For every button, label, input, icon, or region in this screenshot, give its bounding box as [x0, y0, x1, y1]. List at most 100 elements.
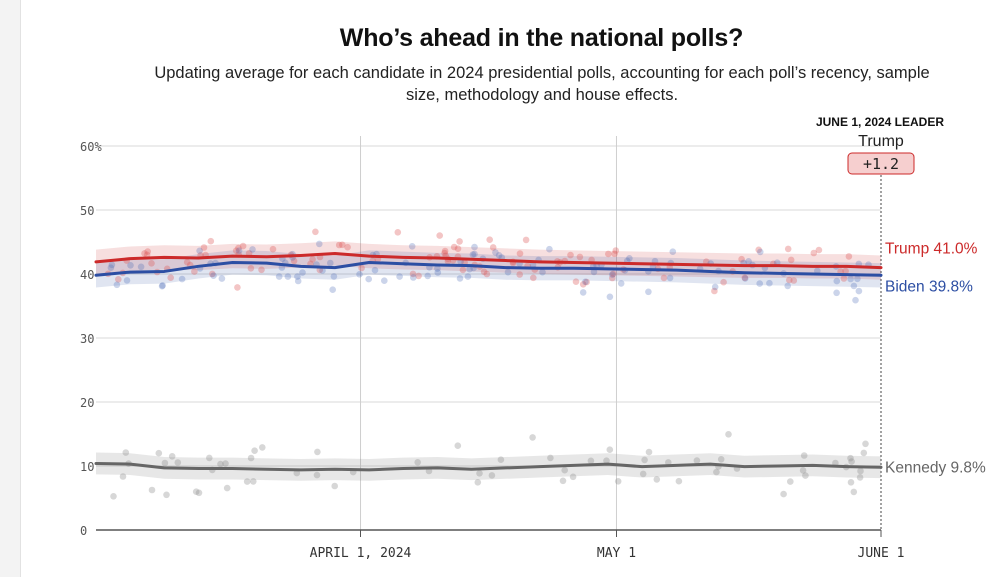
poll-dot [371, 266, 379, 274]
poll-dot [122, 449, 130, 456]
poll-dot [756, 280, 763, 287]
poll-dot [547, 454, 554, 462]
poll-dot [239, 242, 247, 250]
poll-dot [275, 273, 283, 280]
poll-dot [178, 275, 186, 283]
poll-dot [815, 246, 823, 254]
poll-dot [141, 250, 148, 257]
poll-dot [802, 472, 809, 479]
poll-dot [471, 243, 478, 251]
poll-dot [666, 274, 674, 282]
poll-dot [464, 273, 472, 280]
poll-dot [848, 458, 855, 465]
poll-dot [605, 250, 612, 258]
poll-dot [319, 267, 326, 274]
poll-dot [471, 250, 478, 258]
average-line-kennedy [94, 461, 883, 472]
series-label-trump: Trump 41.0% [885, 241, 978, 258]
poll-dot [294, 273, 301, 280]
poll-dot [717, 456, 725, 463]
poll-dot [476, 470, 483, 477]
poll-dot [842, 267, 849, 275]
poll-dot [713, 468, 720, 476]
poll-dot [356, 271, 363, 278]
poll-dot [850, 488, 858, 496]
x-tick-label: APRIL 1, 2024 [310, 546, 412, 561]
poll-dot [456, 238, 463, 245]
poll-dot [235, 244, 242, 252]
poll-dot [546, 245, 553, 253]
poll-dot [606, 293, 614, 301]
y-tick-label: 20 [80, 396, 94, 410]
y-tick-label: 30 [80, 332, 94, 346]
poll-dot [294, 277, 302, 285]
poll-dot [312, 228, 319, 236]
poll-dot [415, 272, 422, 280]
poll-dot [163, 491, 170, 499]
poll-dot [290, 257, 298, 265]
leader-box: JUNE 1, 2024 LEADER Trump +1.2 [816, 115, 944, 175]
poll-dot [675, 477, 683, 485]
poll-dot [847, 275, 854, 283]
confidence-band-kennedy [96, 452, 881, 481]
poll-dot [653, 476, 661, 483]
poll-dot [436, 232, 444, 239]
poll-dot [814, 267, 821, 275]
poll-dot [247, 265, 255, 272]
leader-box-heading: JUNE 1, 2024 LEADER [816, 115, 944, 129]
poll-dot [223, 484, 231, 492]
poll-dot [174, 459, 182, 466]
poll-dot [159, 282, 166, 289]
poll-dot [115, 276, 122, 283]
poll-dot [459, 266, 467, 274]
poll-dot [414, 459, 422, 466]
poll-dot [755, 246, 762, 254]
poll-dot [530, 274, 537, 282]
poll-dot [327, 259, 334, 267]
poll-dot [626, 254, 633, 262]
poll-dot [217, 460, 224, 468]
y-tick-label: 40 [80, 268, 94, 282]
poll-dot [504, 268, 512, 276]
poll-dot [123, 277, 131, 284]
poll-dot [381, 277, 388, 285]
y-tick-label: 0 [80, 524, 87, 538]
poll-dot [741, 275, 749, 282]
poll-dot [331, 482, 339, 490]
poll-dot [480, 268, 488, 276]
poll-dot [488, 472, 496, 479]
poll-dot [745, 258, 752, 265]
poll-dot [232, 247, 240, 254]
poll-dot [606, 446, 614, 454]
poll-dot [711, 283, 719, 291]
poll-dot [569, 473, 577, 481]
poll-dot [235, 247, 243, 254]
poll-dot [454, 245, 462, 252]
poll-dot [258, 266, 265, 274]
poll-dot [313, 471, 321, 479]
series-label-biden: Biden 39.8% [885, 278, 973, 295]
poll-dot [645, 448, 653, 456]
poll-dot [251, 447, 258, 455]
poll-dot [209, 270, 216, 278]
x-tick-label: MAY 1 [597, 546, 636, 561]
poll-dot [845, 253, 853, 260]
poll-dot [434, 265, 441, 272]
poll-dot [645, 288, 652, 296]
poll-dot [567, 251, 574, 259]
poll-dot [191, 268, 198, 275]
leader-margin-value: +1.2 [863, 155, 899, 173]
poll-dot [408, 243, 416, 250]
poll-dot [409, 270, 417, 278]
poll-dot [579, 281, 587, 288]
poll-dot [108, 261, 116, 269]
poll-dot [847, 454, 854, 462]
chart-title: Who’s ahead in the national polls? [339, 24, 744, 52]
poll-dot [539, 268, 546, 276]
poll-dot [335, 241, 343, 249]
poll-dot [168, 453, 176, 460]
poll-dot [790, 277, 798, 284]
poll-dot [365, 275, 373, 283]
poll-dot [833, 289, 840, 297]
